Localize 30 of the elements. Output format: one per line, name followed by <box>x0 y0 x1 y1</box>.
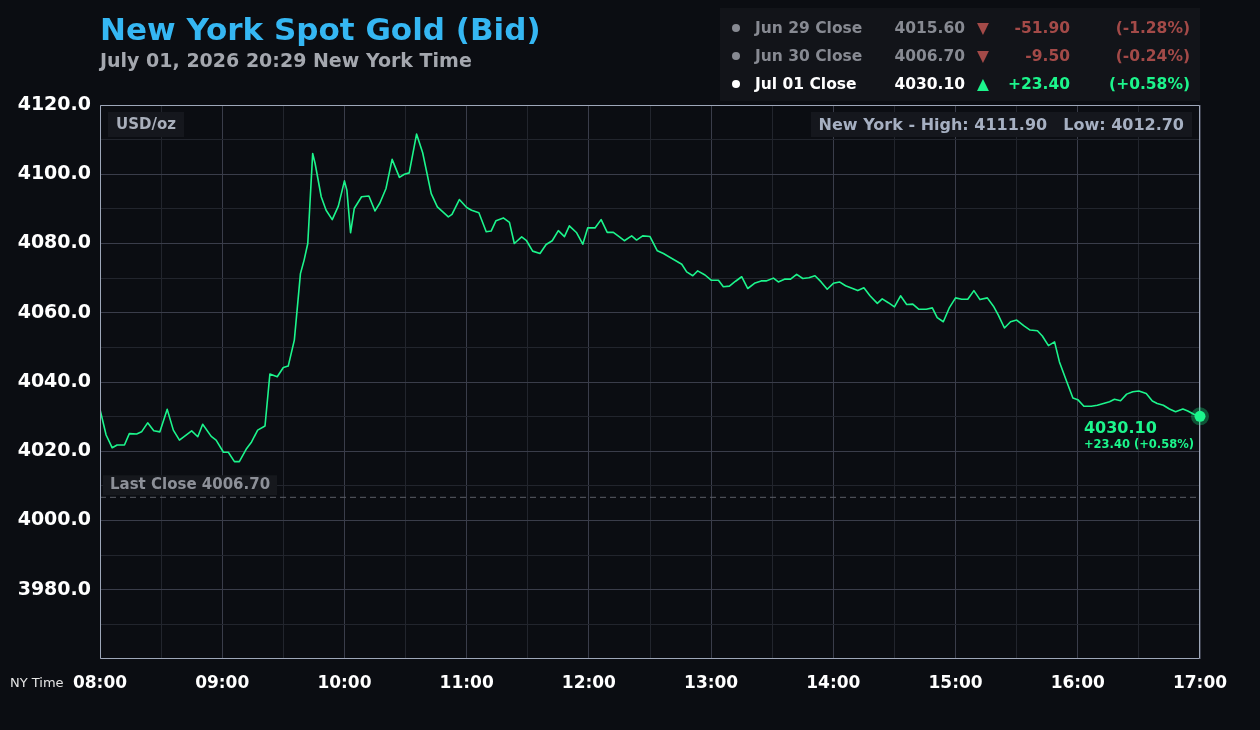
chart-subtitle: July 01, 2026 20:29 New York Time <box>100 48 472 72</box>
y-tick-label: 4120.0 <box>17 91 91 114</box>
annotation: 4030.10 <box>1083 418 1157 438</box>
text: Jul 01 Close 4030.10 ▲ +23.40 (+0.58%) <box>755 75 1190 93</box>
y-tick-label: 4040.0 <box>17 368 91 391</box>
y-tick-label: 4020.0 <box>17 438 91 461</box>
x-tick-label: 16:00 <box>1050 671 1105 692</box>
annotation: +23.40 (+0.58%) <box>1083 437 1194 452</box>
y-axis-title: USD/oz <box>108 112 184 137</box>
y-tick-label: 4100.0 <box>17 161 91 184</box>
x-tick-label: 11:00 <box>439 671 494 692</box>
y-tick-label: 4080.0 <box>17 230 91 253</box>
x-tick-label: 14:00 <box>806 671 861 692</box>
x-tick-label: 17:00 <box>1172 671 1228 692</box>
x-tick-label: 15:00 <box>928 671 983 692</box>
y-tick-label: 3980.0 <box>17 576 91 599</box>
text: Jun 30 Close 4006.70 ▼ -9.50 (-0.24%) <box>755 47 1190 65</box>
y-tick-label: 4060.0 <box>17 299 91 322</box>
chart-title: New York Spot Gold (Bid) <box>100 10 541 48</box>
x-tick-label: 09:00 <box>195 671 250 692</box>
x-tick-label: 13:00 <box>684 671 739 692</box>
y-tick-label: 4000.0 <box>17 507 91 530</box>
text: Jun 29 Close 4015.60 ▼ -51.90 (-1.28%) <box>755 19 1190 37</box>
annotation: Low: 4012.70 <box>1063 114 1184 136</box>
x-tick-label: 08:00 <box>72 671 128 692</box>
x-tick-label: 12:00 <box>561 671 617 692</box>
ref-line-label: Last Close 4006.70 <box>110 475 271 494</box>
annotation: New York - High: 4111.90 <box>818 114 1048 136</box>
x-axis-title: NY Time <box>10 675 64 691</box>
x-tick-label: 10:00 <box>317 671 372 692</box>
